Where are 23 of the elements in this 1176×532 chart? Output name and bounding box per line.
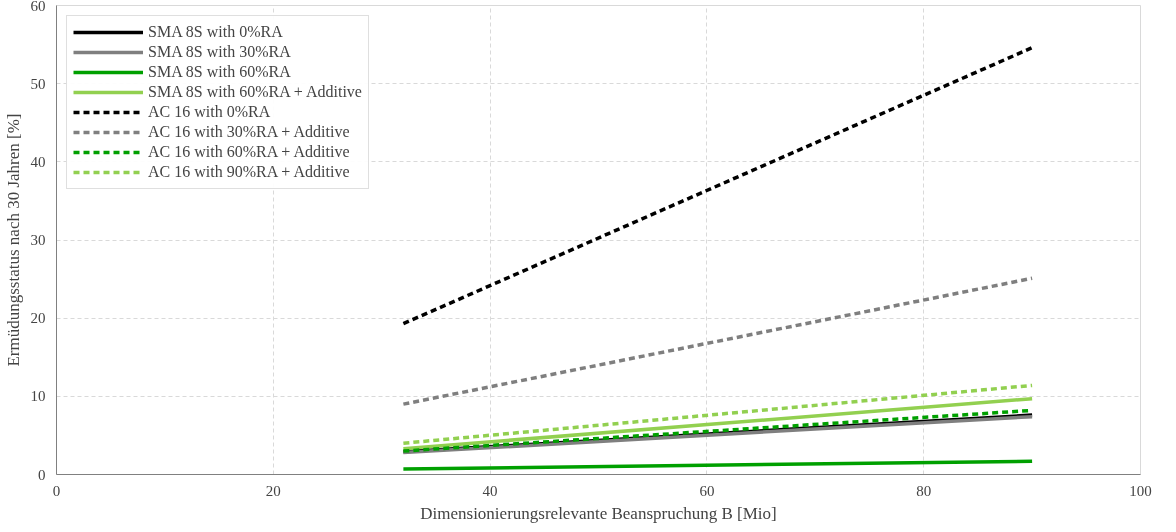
legend-label: AC 16 with 30%RA + Additive	[148, 123, 350, 141]
legend-label: AC 16 with 60%RA + Additive	[148, 143, 350, 161]
legend-label: SMA 8S with 30%RA	[148, 43, 291, 61]
y-axis-title: Ermüdungsstatus nach 30 Jahren [%]	[3, 113, 23, 367]
x-tick-label: 20	[265, 482, 281, 499]
legend-label: AC 16 with 90%RA + Additive	[148, 163, 350, 181]
y-tick-label: 20	[30, 310, 46, 327]
y-tick-label: 30	[30, 232, 46, 248]
y-tick-label: 50	[30, 75, 46, 92]
x-tick-label: 60	[699, 482, 715, 499]
y-tick-label: 0	[38, 466, 46, 483]
x-axis-title: Dimensionierungsrelevante Beanspruchung B [Mio]	[420, 503, 777, 523]
y-tick-label: 40	[30, 153, 46, 170]
legend-label: SMA 8S with 60%RA + Additive	[148, 83, 362, 101]
x-tick-label: 80	[916, 482, 932, 499]
y-tick-label: 60	[30, 0, 46, 14]
legend-label: SMA 8S with 0%RA	[148, 23, 283, 41]
x-tick-label: 100	[1129, 482, 1152, 499]
x-tick-label: 0	[52, 482, 61, 499]
legend-label: AC 16 with 0%RA	[148, 103, 271, 121]
x-tick-label: 40	[482, 482, 498, 499]
legend-label: SMA 8S with 60%RA	[148, 63, 291, 81]
y-tick-label: 10	[30, 388, 46, 405]
